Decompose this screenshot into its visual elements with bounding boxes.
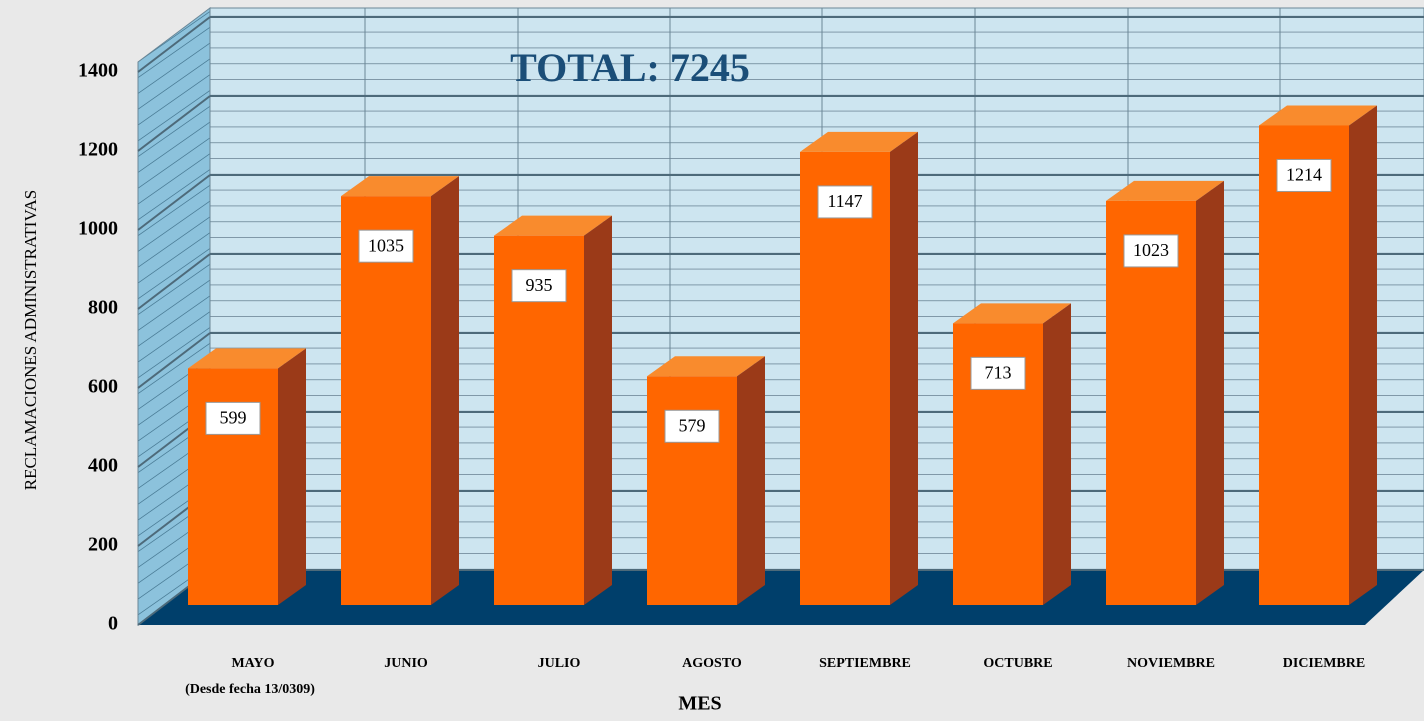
- bar-front: [341, 196, 431, 606]
- value-label-box: [664, 409, 720, 443]
- chart-title: TOTAL: 7245: [510, 45, 750, 90]
- bar-front: [1259, 125, 1349, 605]
- y-tick-label: 600: [88, 376, 118, 398]
- bar-side: [584, 215, 612, 606]
- bar: [341, 176, 459, 606]
- value-label-box: [1123, 234, 1179, 268]
- bar-top: [800, 131, 918, 152]
- value-label-box: [817, 185, 873, 219]
- y-tick-label: 1000: [78, 218, 118, 240]
- bar-side: [278, 348, 306, 605]
- x-tick-label: MAYO: [231, 656, 274, 671]
- y-tick-label: 0: [108, 613, 118, 635]
- bar-top: [494, 215, 612, 236]
- bar: [1106, 180, 1224, 606]
- grid-line: [137, 174, 211, 231]
- bar-front: [1106, 200, 1196, 606]
- bar-top: [953, 303, 1071, 324]
- bar-side: [890, 131, 918, 605]
- y-axis-label: RECLAMACIONES ADMINISTRATIVAS: [21, 190, 40, 491]
- value-label-box: [970, 356, 1026, 390]
- value-label: 1147: [827, 191, 862, 211]
- y-tick-label: 400: [88, 455, 118, 477]
- grid-line: [137, 16, 211, 73]
- x-tick-label: OCTUBRE: [983, 656, 1052, 671]
- bar-top: [188, 348, 306, 369]
- bar: [1259, 105, 1377, 605]
- annotation: (Desde fecha 13/0309): [185, 682, 315, 697]
- bar-side: [431, 176, 459, 606]
- x-axis-label: MES: [678, 693, 721, 715]
- grid-line: [137, 332, 211, 389]
- bar-top: [1106, 180, 1224, 201]
- x-tick-label: DICIEMBRE: [1283, 656, 1365, 671]
- bar-top: [1259, 105, 1377, 126]
- x-tick-label: SEPTIEMBRE: [819, 656, 911, 671]
- x-tick-label: AGOSTO: [682, 656, 742, 671]
- bar-front: [800, 151, 890, 605]
- bar: [188, 348, 306, 605]
- value-label-box: [1276, 158, 1332, 192]
- y-tick-label: 1400: [78, 60, 118, 82]
- x-tick-label: JULIO: [538, 656, 581, 671]
- value-label: 1035: [368, 235, 404, 255]
- bar-side: [1196, 180, 1224, 606]
- bar: [647, 356, 765, 605]
- value-label-box: [358, 229, 414, 263]
- value-label: 579: [679, 415, 706, 435]
- bar-side: [737, 356, 765, 605]
- value-label-box: [205, 401, 261, 435]
- value-label: 1023: [1133, 240, 1169, 260]
- value-label-box: [511, 269, 567, 303]
- bar: [800, 131, 918, 605]
- bar: [953, 303, 1071, 605]
- bar-top: [647, 356, 765, 377]
- y-tick-label: 200: [88, 534, 118, 556]
- value-label: 713: [985, 362, 1012, 382]
- floor: [138, 570, 1424, 625]
- bar-side: [1349, 105, 1377, 605]
- bar-top: [341, 176, 459, 197]
- bar-side: [1043, 303, 1071, 605]
- x-tick-label: NOVIEMBRE: [1127, 656, 1215, 671]
- x-tick-label: JUNIO: [384, 656, 428, 671]
- grid-line: [137, 253, 211, 310]
- grid-line: [137, 95, 211, 152]
- y-tick-label: 1200: [78, 139, 118, 161]
- y-tick-label: 800: [88, 297, 118, 319]
- value-label: 935: [526, 275, 553, 295]
- value-label: 1214: [1286, 165, 1322, 185]
- value-label: 599: [220, 408, 247, 428]
